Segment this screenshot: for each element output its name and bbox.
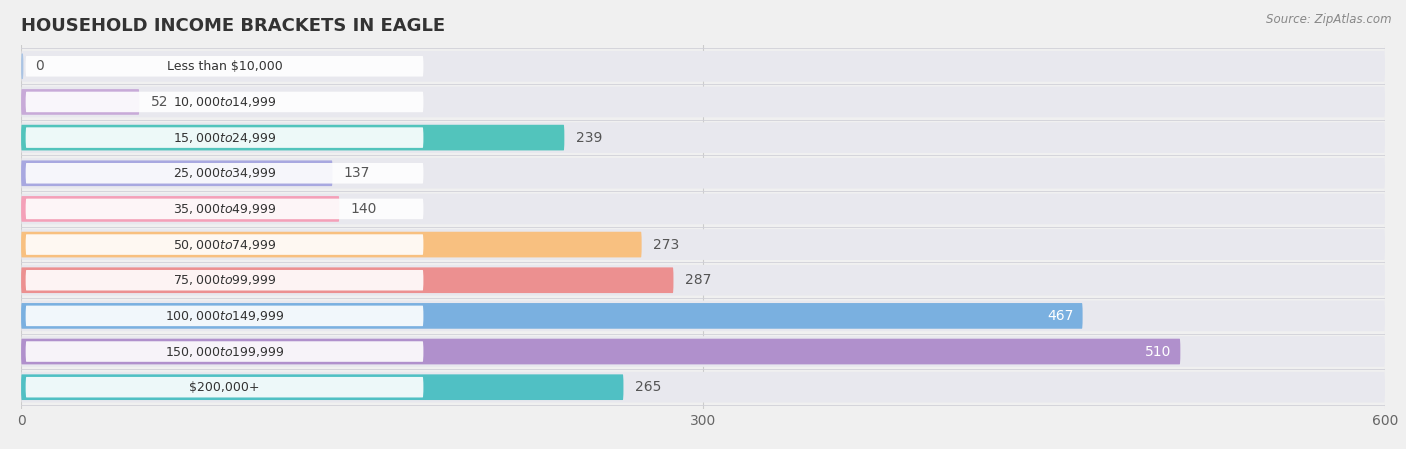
FancyBboxPatch shape [21, 303, 1083, 329]
Text: Source: ZipAtlas.com: Source: ZipAtlas.com [1267, 13, 1392, 26]
FancyBboxPatch shape [25, 198, 423, 219]
FancyBboxPatch shape [21, 232, 641, 257]
FancyBboxPatch shape [21, 122, 1385, 153]
FancyBboxPatch shape [25, 163, 423, 184]
FancyBboxPatch shape [21, 87, 1385, 117]
Text: 467: 467 [1047, 309, 1074, 323]
FancyBboxPatch shape [25, 92, 423, 112]
Text: 0: 0 [35, 59, 44, 73]
FancyBboxPatch shape [21, 158, 1385, 189]
FancyBboxPatch shape [21, 89, 139, 115]
Text: Less than $10,000: Less than $10,000 [167, 60, 283, 73]
FancyBboxPatch shape [25, 270, 423, 291]
Text: 265: 265 [636, 380, 661, 394]
Text: 239: 239 [575, 131, 602, 145]
Text: $35,000 to $49,999: $35,000 to $49,999 [173, 202, 277, 216]
FancyBboxPatch shape [21, 265, 1385, 295]
Text: 273: 273 [652, 238, 679, 251]
Text: 510: 510 [1144, 344, 1171, 359]
FancyBboxPatch shape [25, 377, 423, 397]
Text: $200,000+: $200,000+ [190, 381, 260, 394]
Text: HOUSEHOLD INCOME BRACKETS IN EAGLE: HOUSEHOLD INCOME BRACKETS IN EAGLE [21, 17, 446, 35]
FancyBboxPatch shape [21, 194, 1385, 224]
Text: 137: 137 [344, 166, 370, 180]
FancyBboxPatch shape [21, 300, 1385, 331]
Text: 52: 52 [150, 95, 169, 109]
Text: $75,000 to $99,999: $75,000 to $99,999 [173, 273, 277, 287]
FancyBboxPatch shape [25, 306, 423, 326]
Text: $50,000 to $74,999: $50,000 to $74,999 [173, 238, 277, 251]
Text: $25,000 to $34,999: $25,000 to $34,999 [173, 166, 277, 180]
FancyBboxPatch shape [21, 339, 1181, 365]
Text: 287: 287 [685, 273, 711, 287]
Text: $15,000 to $24,999: $15,000 to $24,999 [173, 131, 277, 145]
FancyBboxPatch shape [21, 372, 1385, 403]
FancyBboxPatch shape [21, 268, 673, 293]
FancyBboxPatch shape [21, 51, 1385, 82]
FancyBboxPatch shape [25, 56, 423, 77]
FancyBboxPatch shape [21, 160, 332, 186]
FancyBboxPatch shape [25, 234, 423, 255]
Text: $150,000 to $199,999: $150,000 to $199,999 [165, 344, 284, 359]
FancyBboxPatch shape [21, 125, 564, 150]
Text: 140: 140 [350, 202, 377, 216]
FancyBboxPatch shape [21, 196, 339, 222]
FancyBboxPatch shape [25, 128, 423, 148]
Text: $10,000 to $14,999: $10,000 to $14,999 [173, 95, 277, 109]
FancyBboxPatch shape [25, 341, 423, 362]
Text: $100,000 to $149,999: $100,000 to $149,999 [165, 309, 284, 323]
FancyBboxPatch shape [21, 336, 1385, 367]
FancyBboxPatch shape [21, 53, 24, 79]
FancyBboxPatch shape [21, 229, 1385, 260]
FancyBboxPatch shape [21, 374, 623, 400]
